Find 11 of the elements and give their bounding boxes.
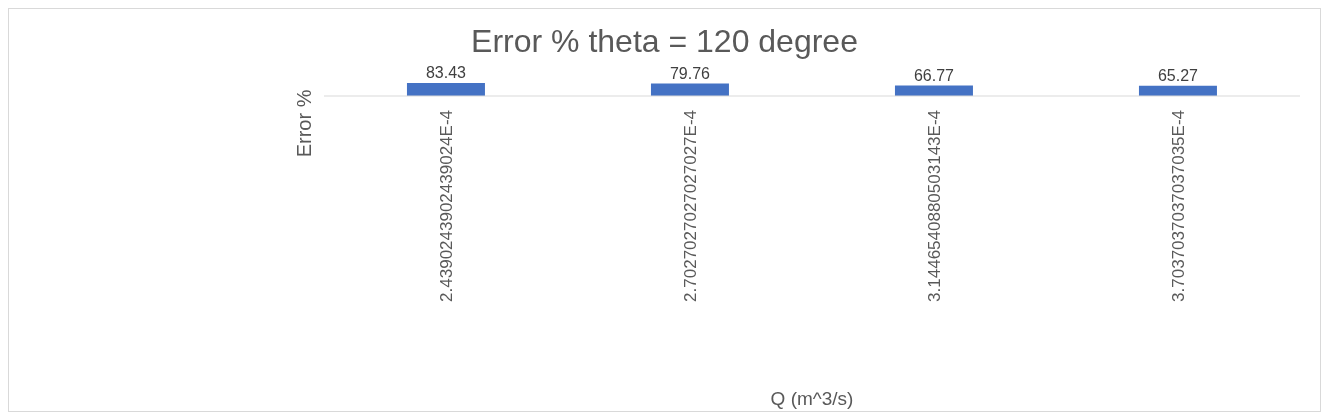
x-axis-title: Q (m^3/s)	[770, 388, 854, 409]
data-label: 66.77	[913, 66, 955, 84]
data-label: 65.27	[1157, 66, 1199, 84]
y-axis-title: Error %	[293, 89, 316, 158]
chart-title: Error % theta = 120 degree	[470, 23, 859, 60]
x-tick-label: 3.1446540880503143E-4	[925, 110, 944, 302]
data-label: 79.76	[669, 64, 711, 82]
x-tick-label: 2.4390243902439024E-4	[437, 110, 456, 302]
x-tick-label: 3.7037037037037035E-4	[1169, 110, 1188, 302]
x-tick-label: 2.7027027027027027E-4	[681, 110, 700, 302]
data-label: 83.43	[425, 64, 467, 81]
